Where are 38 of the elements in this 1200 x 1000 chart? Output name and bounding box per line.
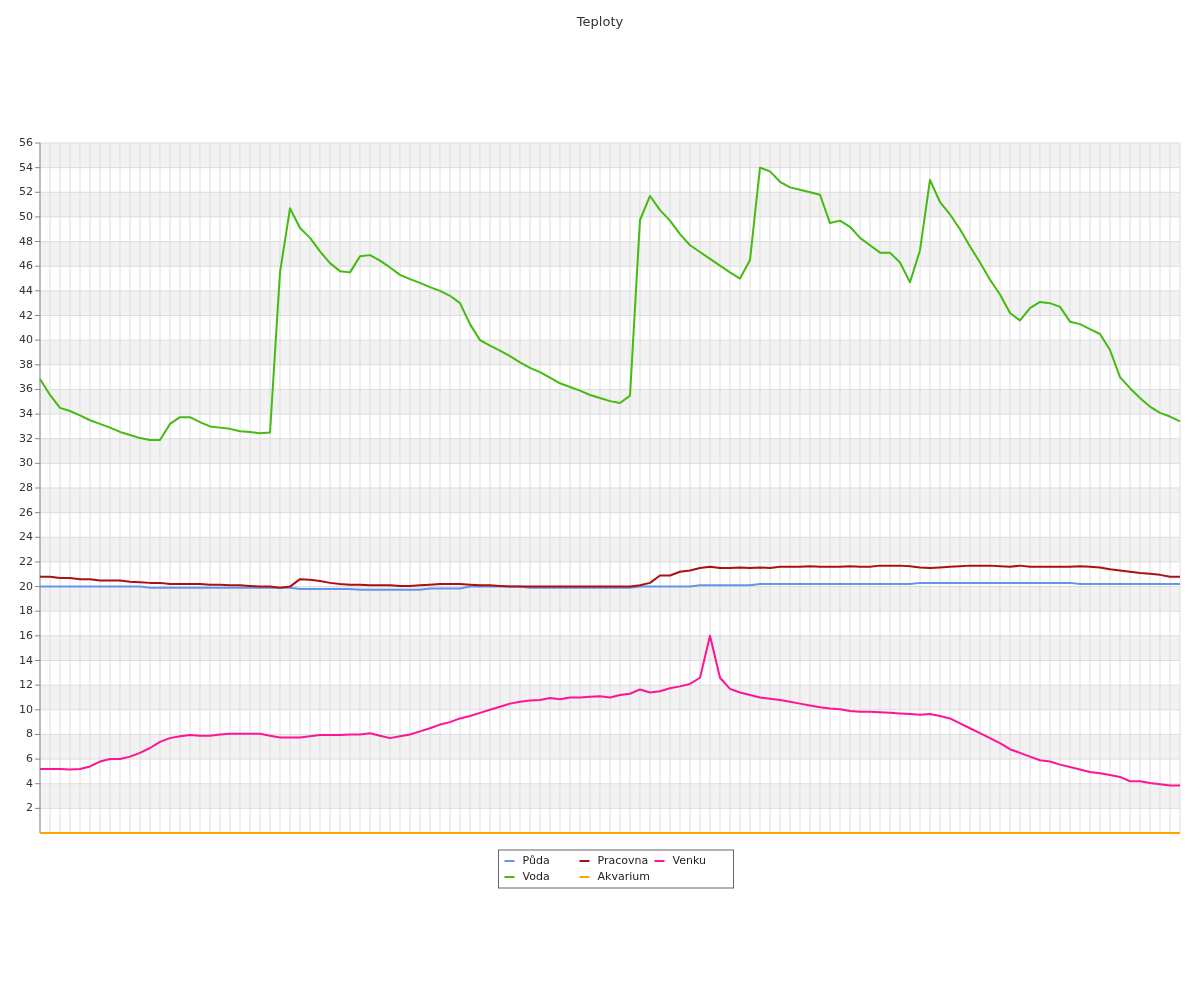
legend-label: Voda [522, 870, 550, 883]
y-tick-label: 48 [19, 234, 33, 248]
y-tick-label: 12 [19, 678, 33, 692]
chart-title: Teploty [575, 13, 624, 29]
y-tick-label: 18 [19, 604, 33, 618]
line-series [39, 166, 1181, 441]
y-tick-label: 44 [19, 283, 33, 297]
legend-label: Pracovna [597, 854, 649, 867]
y-tick-label: 38 [19, 357, 33, 371]
y-tick-label: 40 [19, 333, 33, 347]
y-tick-label: 4 [26, 776, 33, 790]
y-tick-label: 22 [19, 554, 33, 568]
y-tick-label: 8 [26, 727, 33, 741]
y-tick-label: 2 [26, 801, 33, 815]
y-tick-label: 14 [19, 653, 33, 667]
y-tick-label: 6 [26, 752, 33, 766]
y-tick-label: 30 [19, 456, 33, 470]
y-tick-label: 26 [19, 505, 33, 519]
legend-label: Akvarium [597, 870, 650, 883]
line-series [39, 634, 1181, 787]
y-tick-label: 10 [19, 702, 33, 716]
y-tick-label: 56 [19, 136, 33, 149]
y-tick-label: 32 [19, 431, 33, 445]
legend-label: Půda [522, 854, 550, 867]
legend-label: Venku [672, 854, 706, 867]
y-tick-label: 46 [19, 259, 33, 273]
y-tick-label: 28 [19, 481, 33, 494]
line-series [39, 581, 1181, 591]
y-tick-label: 20 [19, 579, 33, 593]
y-tick-label: 24 [19, 530, 33, 544]
y-tick-label: 54 [19, 160, 33, 174]
y-tick-label: 16 [19, 628, 33, 642]
line-series [39, 564, 1181, 589]
y-tick-label: 42 [19, 308, 33, 322]
y-tick-label: 50 [19, 209, 33, 223]
y-tick-label: 36 [19, 382, 33, 396]
y-tick-label: 34 [19, 407, 33, 421]
y-tick-label: 52 [19, 185, 33, 199]
